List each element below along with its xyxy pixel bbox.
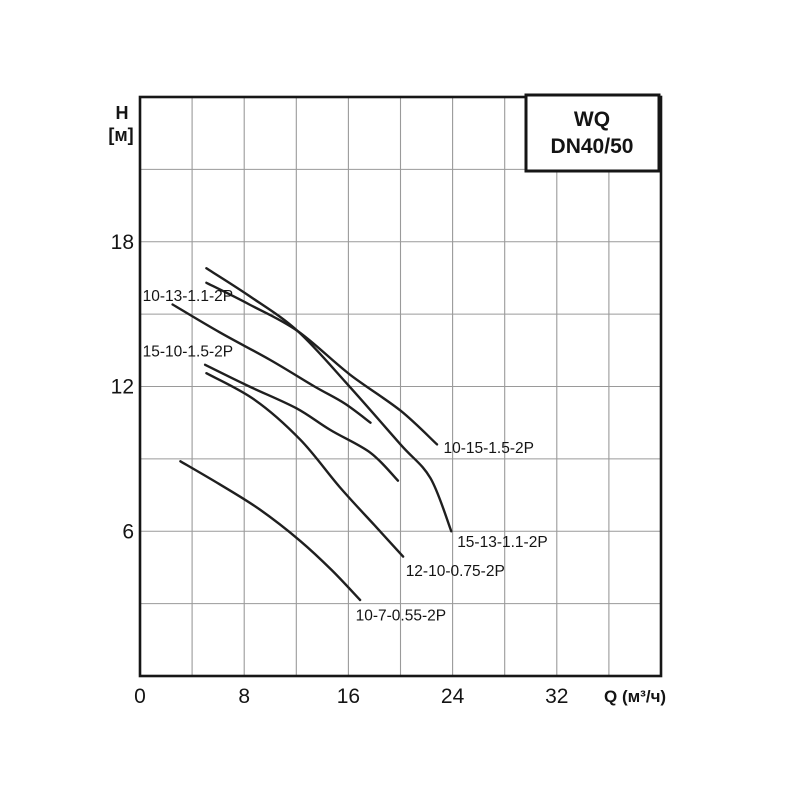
- x-tick-8: 8: [238, 685, 250, 708]
- curve-label-15-13-1.1-2P: 15-13-1.1-2P: [457, 534, 547, 551]
- title-box: WQ DN40/50: [524, 93, 661, 173]
- title-box-frame: [524, 93, 661, 173]
- curve-label-10-15-1.5-2P: 10-15-1.5-2P: [444, 440, 534, 457]
- curve-label-10-13-1.1-2P: 10-13-1.1-2P: [143, 288, 233, 305]
- x-tick-0: 0: [134, 685, 146, 708]
- curve-label-layer: 15-13-1.1-2P 10-15-1.5-2P 10-13-1.1-2P 15-1…: [143, 288, 548, 625]
- title-line-1: WQ: [574, 108, 610, 131]
- tick-label-layer: 18 12 6 0 8 16 24 32: [111, 231, 569, 708]
- curve-12-10-0.75-2P: [205, 372, 405, 558]
- x-tick-16: 16: [337, 685, 360, 708]
- curve-10-15-1.5-2P: [205, 281, 439, 446]
- curve-label-10-7-0.55-2P: 10-7-0.55-2P: [356, 608, 446, 625]
- x-tick-32: 32: [545, 685, 568, 708]
- y-tick-6: 6: [122, 520, 134, 543]
- x-tick-24: 24: [441, 685, 465, 708]
- plot-border: [138, 95, 663, 678]
- curve-15-13-1.1-2P: [205, 267, 453, 533]
- y-axis-title: H [м]: [108, 103, 133, 145]
- y-tick-18: 18: [111, 231, 134, 254]
- curve-15-10-1.5-2P: [203, 363, 400, 482]
- y-axis-title-line1: H: [116, 103, 129, 123]
- x-axis-title: Q (м³/ч): [604, 687, 666, 706]
- curve-label-15-10-1.5-2P: 15-10-1.5-2P: [143, 344, 233, 361]
- curve-10-13-1.1-2P: [171, 303, 372, 424]
- grid-layer: [140, 97, 661, 676]
- curve-label-12-10-0.75-2P: 12-10-0.75-2P: [406, 563, 505, 580]
- y-axis-title-line2: [м]: [108, 125, 133, 145]
- curve-layer: [171, 267, 453, 602]
- y-tick-12: 12: [111, 376, 134, 399]
- curve-10-7-0.55-2P: [179, 460, 362, 602]
- title-line-2: DN40/50: [551, 135, 634, 158]
